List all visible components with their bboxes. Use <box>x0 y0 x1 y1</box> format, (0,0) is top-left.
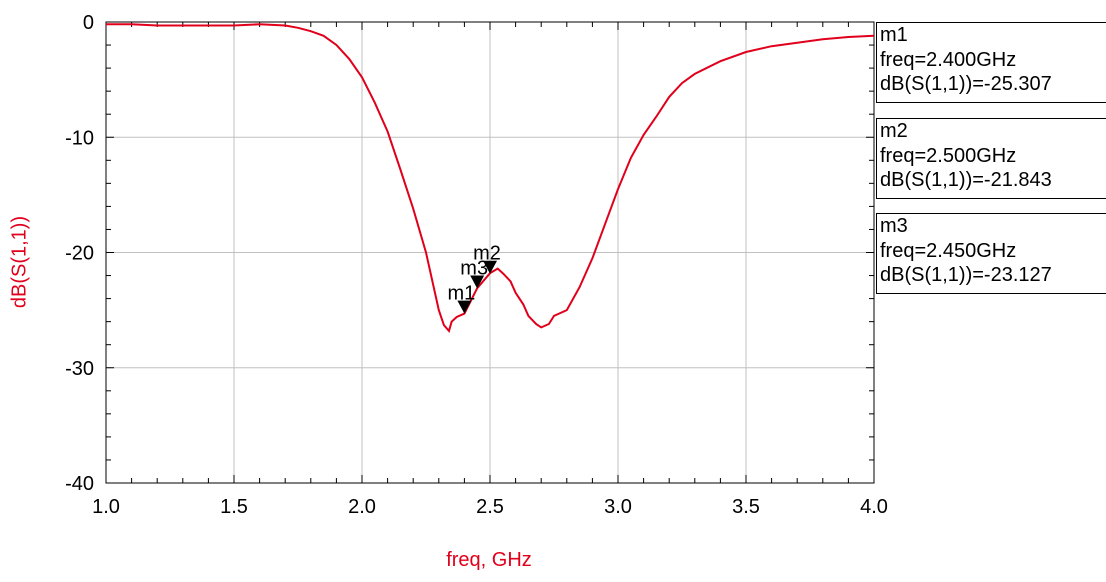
x-tick-label: 1.0 <box>92 496 120 518</box>
x-axis-label: freq, GHz <box>446 549 532 571</box>
x-tick-label: 1.5 <box>220 496 248 518</box>
marker-readout-label: m1 <box>880 24 908 46</box>
marker-label: m3 <box>460 258 488 280</box>
marker-triangle <box>457 300 472 314</box>
marker-triangle <box>483 260 497 274</box>
marker-readout-value: dB(S(1,1))=-25.307 <box>880 73 1052 95</box>
marker-readout-label: m3 <box>880 215 908 237</box>
marker-readout-freq: freq=2.500GHz <box>880 144 1017 167</box>
marker-triangle <box>470 275 485 289</box>
marker-readout-value: dB(S(1,1))=-23.127 <box>880 264 1052 286</box>
y-tick-label: -20 <box>65 243 94 265</box>
series-line <box>106 23 875 333</box>
marker-label: m2 <box>473 243 501 265</box>
x-tick-label: 3.5 <box>732 496 760 518</box>
marker-readout-label: m2 <box>880 120 908 142</box>
marker-readout-m1: m1 freq=2.400GHz dB(S(1,1))=-25.307 <box>876 22 1106 103</box>
x-tick-label: 4.0 <box>860 496 888 518</box>
y-tick-label: -40 <box>65 473 94 495</box>
marker-readout-freq: freq=2.400GHz <box>880 48 1017 71</box>
y-axis-label: dB(S(1,1)) <box>8 215 31 309</box>
marker-readout-m3: m3 freq=2.450GHz dB(S(1,1))=-23.127 <box>876 213 1106 294</box>
marker-readout-m2: m2 freq=2.500GHz dB(S(1,1))=-21.843 <box>876 118 1106 199</box>
y-tick-label: -10 <box>65 127 94 149</box>
y-tick-label: 0 <box>83 12 94 34</box>
x-tick-label: 2.0 <box>348 496 376 518</box>
x-tick-label: 2.5 <box>476 496 504 518</box>
marker-label: m1 <box>448 283 476 305</box>
y-tick-label: -30 <box>65 358 94 380</box>
x-tick-label: 3.0 <box>604 496 632 518</box>
marker-readout-freq: freq=2.450GHz <box>880 239 1017 262</box>
marker-readout-value: dB(S(1,1))=-21.843 <box>880 169 1052 191</box>
